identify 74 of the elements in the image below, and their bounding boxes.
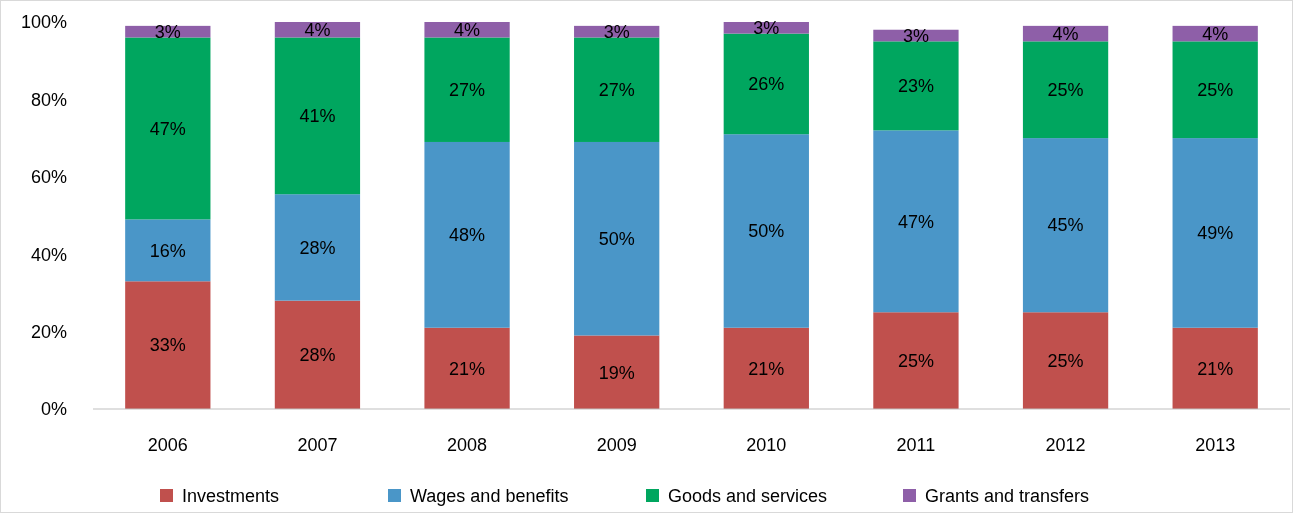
- bar: [1172, 327, 1258, 409]
- data-label: 19%: [598, 362, 635, 383]
- data-label: 50%: [748, 221, 785, 242]
- data-label: 25%: [1047, 80, 1084, 101]
- data-label: 27%: [449, 80, 486, 101]
- bar: [1172, 138, 1258, 328]
- data-label: 28%: [299, 237, 336, 258]
- bar: [873, 130, 959, 313]
- data-label: 48%: [449, 225, 486, 246]
- bar: [873, 41, 959, 131]
- data-label: 4%: [1202, 23, 1229, 44]
- y-tick-label: 20%: [30, 321, 67, 342]
- data-label: 28%: [299, 345, 336, 366]
- legend-label: Investments: [182, 486, 280, 507]
- data-label: 3%: [753, 18, 780, 39]
- bar: [574, 141, 660, 336]
- bar: [274, 194, 361, 301]
- bar: [125, 219, 211, 282]
- bar: [274, 300, 361, 409]
- legend-label: Goods and services: [668, 486, 828, 507]
- bar: [723, 134, 809, 328]
- bar: [1022, 312, 1109, 409]
- y-tick-label: 60%: [30, 167, 67, 188]
- bar: [424, 37, 510, 142]
- data-label: 21%: [748, 358, 785, 379]
- x-tick-label: 2007: [297, 435, 338, 456]
- bar: [723, 327, 809, 409]
- data-label: 3%: [154, 21, 181, 42]
- legend-label: Grants and transfers: [925, 486, 1090, 507]
- bar: [1172, 41, 1258, 139]
- data-label: 49%: [1197, 223, 1234, 244]
- data-label: 25%: [1047, 350, 1084, 371]
- data-label: 25%: [1197, 80, 1234, 101]
- data-label: 3%: [603, 21, 630, 42]
- x-tick-label: 2010: [746, 435, 787, 456]
- legend-label: Wages and benefits: [410, 486, 569, 507]
- bar: [574, 335, 660, 409]
- x-tick-label: 2006: [147, 435, 188, 456]
- x-tick-label: 2013: [1195, 435, 1236, 456]
- data-label: 16%: [149, 240, 186, 261]
- bar: [1022, 138, 1109, 313]
- data-label: 33%: [149, 335, 186, 356]
- data-label: 45%: [1047, 215, 1084, 236]
- bar: [723, 33, 809, 135]
- data-label: 4%: [1052, 23, 1079, 44]
- data-label: 21%: [449, 358, 486, 379]
- bar: [125, 37, 211, 220]
- x-tick-label: 2008: [447, 435, 488, 456]
- data-label: 27%: [598, 80, 635, 101]
- bar: [424, 327, 510, 409]
- bar: [574, 37, 660, 142]
- data-label: 21%: [1197, 358, 1234, 379]
- data-label: 26%: [748, 74, 785, 95]
- x-tick-label: 2009: [596, 435, 637, 456]
- data-label: 47%: [897, 211, 934, 232]
- y-tick-label: 100%: [20, 12, 67, 33]
- bar: [125, 281, 211, 409]
- data-label: 25%: [897, 350, 934, 371]
- bar: [424, 141, 510, 328]
- data-label: 4%: [454, 20, 481, 41]
- data-label: 3%: [902, 25, 929, 46]
- y-tick-label: 40%: [30, 244, 67, 265]
- y-tick-label: 0%: [40, 399, 67, 420]
- data-label: 41%: [299, 106, 336, 127]
- bar: [873, 312, 959, 409]
- data-label: 47%: [149, 118, 186, 139]
- y-tick-label: 80%: [30, 89, 67, 110]
- data-label: 50%: [598, 229, 635, 250]
- x-tick-label: 2011: [896, 435, 936, 456]
- data-label: 23%: [897, 76, 934, 97]
- bar: [1022, 41, 1109, 139]
- data-label: 4%: [304, 20, 331, 41]
- bar: [274, 37, 361, 195]
- x-tick-label: 2012: [1045, 435, 1086, 456]
